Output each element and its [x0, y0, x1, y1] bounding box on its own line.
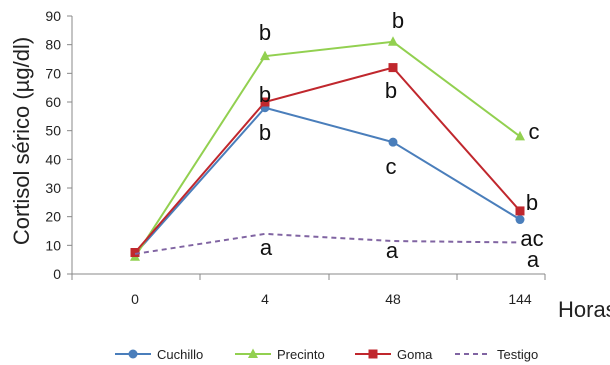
x-tick-label: 144 — [508, 291, 532, 307]
data-point-cuchillo — [388, 137, 398, 147]
legend-item-precinto: Precinto — [235, 347, 325, 362]
data-point-goma — [260, 97, 270, 107]
significance-label-precinto: c — [529, 119, 540, 144]
legend-label: Precinto — [277, 347, 325, 362]
y-tick-label: 80 — [45, 37, 61, 53]
significance-label-cuchillo: ac — [520, 226, 543, 251]
data-point-precinto — [260, 50, 270, 61]
y-tick-label: 50 — [45, 123, 61, 139]
significance-label-cuchillo: c — [386, 154, 397, 179]
significance-label-cuchillo: b — [259, 120, 271, 145]
y-tick-label: 40 — [45, 151, 61, 167]
significance-label-precinto: b — [392, 8, 404, 33]
legend-marker — [248, 348, 258, 358]
significance-label-goma: b — [385, 78, 397, 103]
legend: Cuchillo Precinto Goma Testigo — [115, 347, 538, 362]
data-point-goma — [515, 206, 525, 216]
y-tick-label: 20 — [45, 209, 61, 225]
y-tick-label: 60 — [45, 94, 61, 110]
series-layer — [130, 36, 525, 261]
legend-item-goma: Goma — [355, 347, 433, 362]
legend-item-testigo: Testigo — [455, 347, 538, 362]
y-tick-label: 90 — [45, 8, 61, 24]
data-point-goma — [388, 63, 398, 73]
series-line-testigo — [134, 232, 521, 255]
legend-label: Cuchillo — [157, 347, 203, 362]
legend-item-cuchillo: Cuchillo — [115, 347, 203, 362]
data-point-precinto — [515, 130, 525, 141]
y-tick-label: 30 — [45, 180, 61, 196]
x-tick-label: 4 — [261, 291, 269, 307]
x-ticks: 0 4 48 144 — [71, 274, 546, 307]
series-line-goma — [134, 66, 521, 254]
significance-label-goma: b — [259, 82, 271, 107]
significance-label-testigo: a — [386, 238, 399, 263]
series-line-precinto — [134, 40, 521, 258]
x-tick-label: 0 — [131, 291, 139, 307]
legend-marker — [128, 349, 138, 359]
data-point-goma — [130, 248, 140, 257]
data-point-precinto — [388, 36, 398, 46]
legend-label: Goma — [397, 347, 433, 362]
significance-label-testigo: a — [260, 235, 273, 260]
y-axis-title: Cortisol sérico (µg/dl) — [9, 37, 34, 245]
series-line-cuchillo — [134, 106, 521, 255]
x-tick-label: 48 — [385, 291, 401, 307]
axes — [71, 16, 545, 275]
legend-label: Testigo — [497, 347, 538, 362]
y-tick-label: 0 — [53, 266, 61, 282]
legend-marker — [368, 349, 378, 359]
y-tick-label: 10 — [45, 237, 61, 253]
data-point-cuchillo — [515, 215, 525, 225]
y-tick-label: 70 — [45, 65, 61, 81]
y-ticks: 0 10 20 30 40 50 60 70 80 90 — [45, 8, 72, 282]
significance-label-testigo: a — [527, 247, 540, 272]
significance-label-precinto: b — [259, 20, 271, 45]
x-axis-title: Horas — [558, 297, 610, 322]
significance-label-goma: b — [526, 190, 538, 215]
